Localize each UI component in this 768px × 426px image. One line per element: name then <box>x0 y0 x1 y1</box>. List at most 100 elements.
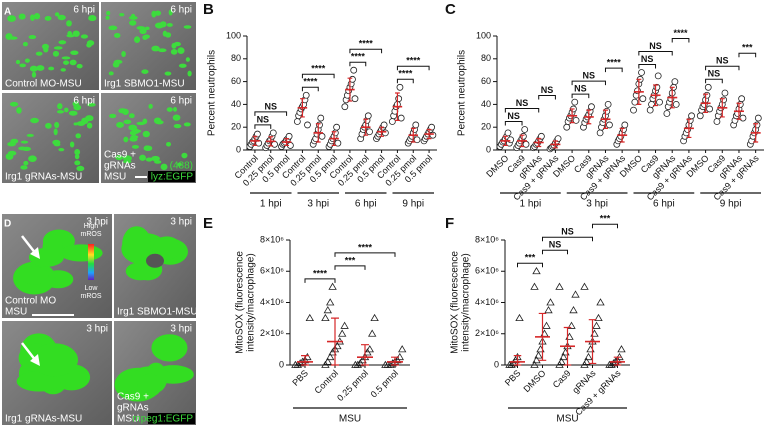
y-tick-label: 0 <box>279 359 284 369</box>
data-point <box>554 135 562 143</box>
data-point <box>515 313 524 322</box>
cell <box>36 65 45 71</box>
cell <box>129 20 137 26</box>
cell <box>173 41 181 47</box>
cell <box>74 149 81 156</box>
cell <box>151 155 160 162</box>
data-point <box>639 95 647 103</box>
significance-label: NS <box>716 56 729 66</box>
significance-bracket <box>301 86 319 92</box>
y-tick-label: 80 <box>231 53 241 63</box>
significance-label: NS <box>507 111 520 121</box>
group-label: 3 hpi <box>307 199 329 210</box>
y-tick-label: 2×10⁶ <box>260 328 284 338</box>
cell <box>154 160 162 164</box>
data-point <box>571 98 579 106</box>
data-point <box>704 83 712 91</box>
cell <box>76 63 83 69</box>
significance-label: NS <box>641 54 654 64</box>
significance-bracket <box>254 111 288 116</box>
macrophage <box>16 370 62 392</box>
cell <box>24 58 30 63</box>
cell <box>85 115 94 122</box>
image-caption: Cas9 + <box>117 392 149 403</box>
cell <box>145 157 153 162</box>
cell <box>177 162 182 167</box>
data-point <box>341 103 349 111</box>
data-point <box>304 121 311 129</box>
data-point <box>580 282 589 290</box>
significance-label: NS <box>574 83 587 93</box>
cell <box>30 14 35 22</box>
data-point <box>588 103 595 111</box>
time-label: 3 hpi <box>170 324 192 335</box>
data-point <box>334 139 342 147</box>
data-point <box>582 357 591 365</box>
data-point <box>534 351 543 359</box>
y-tick-label: 40 <box>481 99 491 109</box>
data-point <box>542 321 551 329</box>
cell <box>5 153 14 160</box>
cell <box>112 61 120 68</box>
cell <box>33 13 41 20</box>
cell <box>148 103 153 109</box>
y-tick-label: 100 <box>226 30 241 40</box>
image-caption: MSU <box>117 414 139 425</box>
arrow-head <box>30 247 40 259</box>
data-point <box>544 306 553 314</box>
data-point <box>507 136 515 144</box>
vacuole <box>146 253 164 268</box>
y-axis-label: MitoSOX (fluorescence <box>450 251 461 354</box>
data-point <box>365 345 374 353</box>
cell <box>74 160 81 166</box>
y-tick-label: 60 <box>481 76 491 86</box>
data-point <box>269 129 277 137</box>
cell <box>58 148 65 152</box>
scale-high: mROS <box>81 231 102 238</box>
cell <box>52 139 61 146</box>
cell <box>61 56 71 60</box>
data-point <box>303 352 312 361</box>
data-point <box>584 352 593 361</box>
x-tick-label: Cas9 <box>551 368 573 390</box>
cell <box>170 49 178 55</box>
data-point <box>293 118 301 125</box>
significance-bracket <box>396 78 414 84</box>
data-point <box>504 129 512 137</box>
data-point <box>380 121 388 129</box>
cell <box>53 128 58 136</box>
data-point <box>630 106 637 114</box>
cell <box>18 13 26 20</box>
cell <box>139 154 147 161</box>
cell <box>76 121 86 126</box>
panel-label: E <box>203 215 213 232</box>
data-point <box>546 298 555 306</box>
significance-label: NS <box>541 85 554 95</box>
significance-bracket <box>349 61 367 67</box>
cell <box>41 43 49 50</box>
group-label: 3 hpi <box>586 199 608 210</box>
significance-label: NS <box>516 98 529 108</box>
significance-label: NS <box>264 101 277 111</box>
data-point <box>366 128 373 136</box>
cell <box>121 51 126 58</box>
cell <box>128 124 138 131</box>
cell <box>166 107 173 112</box>
macrophage <box>19 266 49 285</box>
arrow-head <box>30 354 40 366</box>
scale-low: Low <box>85 285 99 292</box>
cell <box>109 113 117 119</box>
cell <box>74 153 80 160</box>
cell <box>28 35 37 40</box>
data-point <box>340 321 349 329</box>
significance-bracket <box>301 73 335 79</box>
data-point <box>720 96 728 104</box>
macrophage <box>122 226 152 262</box>
significance-label: **** <box>311 64 326 74</box>
group-label: 1 hpi <box>260 199 282 210</box>
cell <box>115 154 124 161</box>
data-point <box>519 132 527 140</box>
group-label: MSU <box>556 414 578 425</box>
cell <box>157 48 167 53</box>
